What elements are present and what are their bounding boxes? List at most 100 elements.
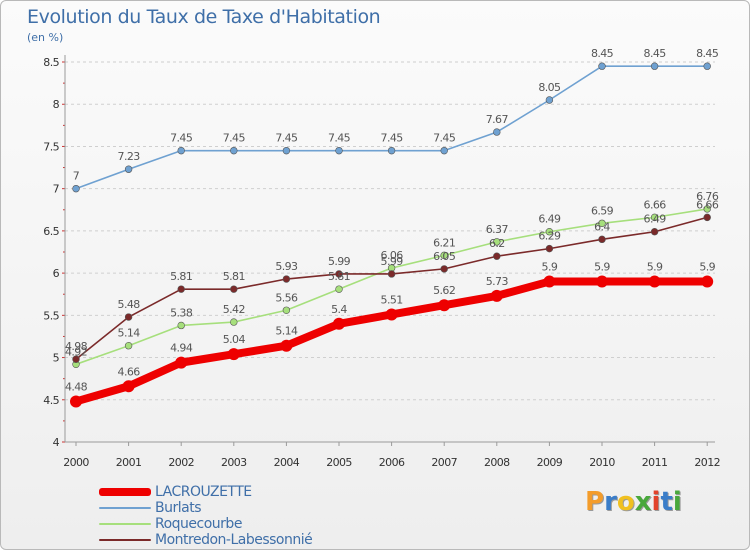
data-point	[335, 285, 343, 293]
x-tick-label: 2001	[116, 456, 142, 469]
legend-swatch	[99, 523, 151, 525]
logo-letter: i	[651, 487, 661, 517]
y-tick-label: 4.5	[43, 394, 59, 407]
data-label: 6.05	[433, 250, 456, 263]
x-tick-label: 2009	[537, 456, 563, 469]
data-label: 6.76	[696, 190, 719, 203]
data-point	[282, 306, 291, 314]
data-label: 6.06	[381, 249, 404, 262]
data-point	[703, 213, 711, 222]
data-point	[701, 275, 714, 288]
data-label: 4.48	[65, 380, 88, 393]
data-label: 7.45	[170, 132, 193, 145]
data-label: 6.37	[486, 223, 509, 236]
legend-swatch	[99, 507, 151, 509]
data-point	[493, 238, 501, 246]
data-label: 6.4	[594, 220, 610, 233]
data-point	[333, 317, 345, 330]
data-point	[650, 62, 659, 70]
data-point	[598, 62, 606, 70]
logo-letter: x	[634, 487, 652, 517]
data-point	[177, 285, 185, 293]
data-point	[703, 205, 711, 213]
series-lacrouzette	[70, 275, 714, 408]
data-point	[177, 146, 185, 155]
data-point	[387, 270, 396, 278]
data-label: 8.05	[538, 81, 561, 94]
series-roquecourbe	[72, 205, 711, 369]
data-point	[230, 285, 238, 293]
y-tick-label: 7	[53, 183, 60, 196]
data-point	[387, 146, 396, 155]
data-point	[124, 313, 133, 321]
data-label: 5.81	[328, 270, 350, 283]
series-layer	[70, 62, 714, 408]
data-label: 5.99	[381, 255, 404, 268]
y-tick-label: 6	[53, 267, 60, 280]
data-point	[230, 146, 238, 155]
data-label: 6.66	[644, 198, 667, 211]
data-label: 5.93	[275, 260, 298, 273]
data-label: 7.45	[223, 132, 246, 145]
data-point	[280, 339, 293, 352]
x-tick-label: 2005	[326, 456, 352, 469]
data-label: 5.9	[594, 261, 610, 274]
data-label: 5.48	[118, 298, 141, 311]
data-point	[440, 146, 448, 155]
data-label: 6.66	[696, 198, 719, 211]
data-label: 5.42	[223, 303, 245, 316]
data-label: 7.45	[433, 132, 456, 145]
data-point	[438, 299, 451, 312]
legend-swatch	[99, 488, 151, 496]
data-point	[545, 96, 554, 104]
data-point	[385, 308, 398, 321]
proxiti-logo: Proxiti	[585, 487, 682, 517]
data-label: 5.99	[328, 255, 351, 268]
data-point	[124, 165, 133, 173]
data-label: 5.4	[331, 303, 347, 316]
y-tick-label: 5.5	[43, 309, 59, 322]
data-point	[545, 228, 554, 236]
logo-letter: o	[616, 487, 635, 517]
data-label: 7	[73, 170, 80, 183]
data-label: 4.98	[65, 340, 88, 353]
data-label: 4.94	[170, 342, 193, 355]
data-point	[648, 275, 661, 288]
data-point	[175, 356, 188, 369]
legend-label: Montredon-Labessonnié	[155, 532, 313, 548]
unit-label: (en %)	[27, 31, 64, 44]
x-tick-label: 2006	[379, 456, 405, 469]
data-label: 6.49	[644, 213, 667, 226]
data-label: 5.62	[433, 284, 455, 297]
data-point	[227, 348, 240, 361]
data-label: 6.29	[538, 230, 561, 243]
logo-letter: i	[672, 487, 682, 517]
data-label: 8.45	[591, 47, 614, 60]
label-layer: 7 7.23 7.45 7.45 7.45 7.45 7.45 7.45 7.67 8.05 8.4…	[65, 47, 719, 393]
data-label: 5.73	[486, 275, 509, 288]
logo-letter: P	[585, 487, 605, 517]
data-label: 6.21	[433, 236, 455, 249]
series-line	[75, 216, 709, 361]
series-burlats	[72, 62, 711, 193]
data-label: 7.45	[275, 132, 298, 145]
x-tick-label: 2012	[694, 456, 720, 469]
series-montredon-labessonni-	[72, 213, 711, 363]
x-tick-label: 2000	[63, 456, 89, 469]
data-point	[440, 251, 448, 260]
data-label: 4.66	[118, 365, 141, 378]
x-tick-label: 2011	[642, 456, 668, 469]
data-point	[543, 275, 556, 288]
data-point	[493, 128, 501, 136]
legend-label: Burlats	[155, 500, 202, 516]
data-point	[282, 275, 291, 283]
data-point	[230, 318, 238, 326]
data-label: 5.81	[223, 270, 245, 283]
x-tick-label: 2008	[484, 456, 510, 469]
data-label: 7.45	[381, 132, 404, 145]
data-point	[177, 321, 185, 330]
data-label: 5.56	[275, 291, 298, 304]
data-label: 5.81	[170, 270, 192, 283]
